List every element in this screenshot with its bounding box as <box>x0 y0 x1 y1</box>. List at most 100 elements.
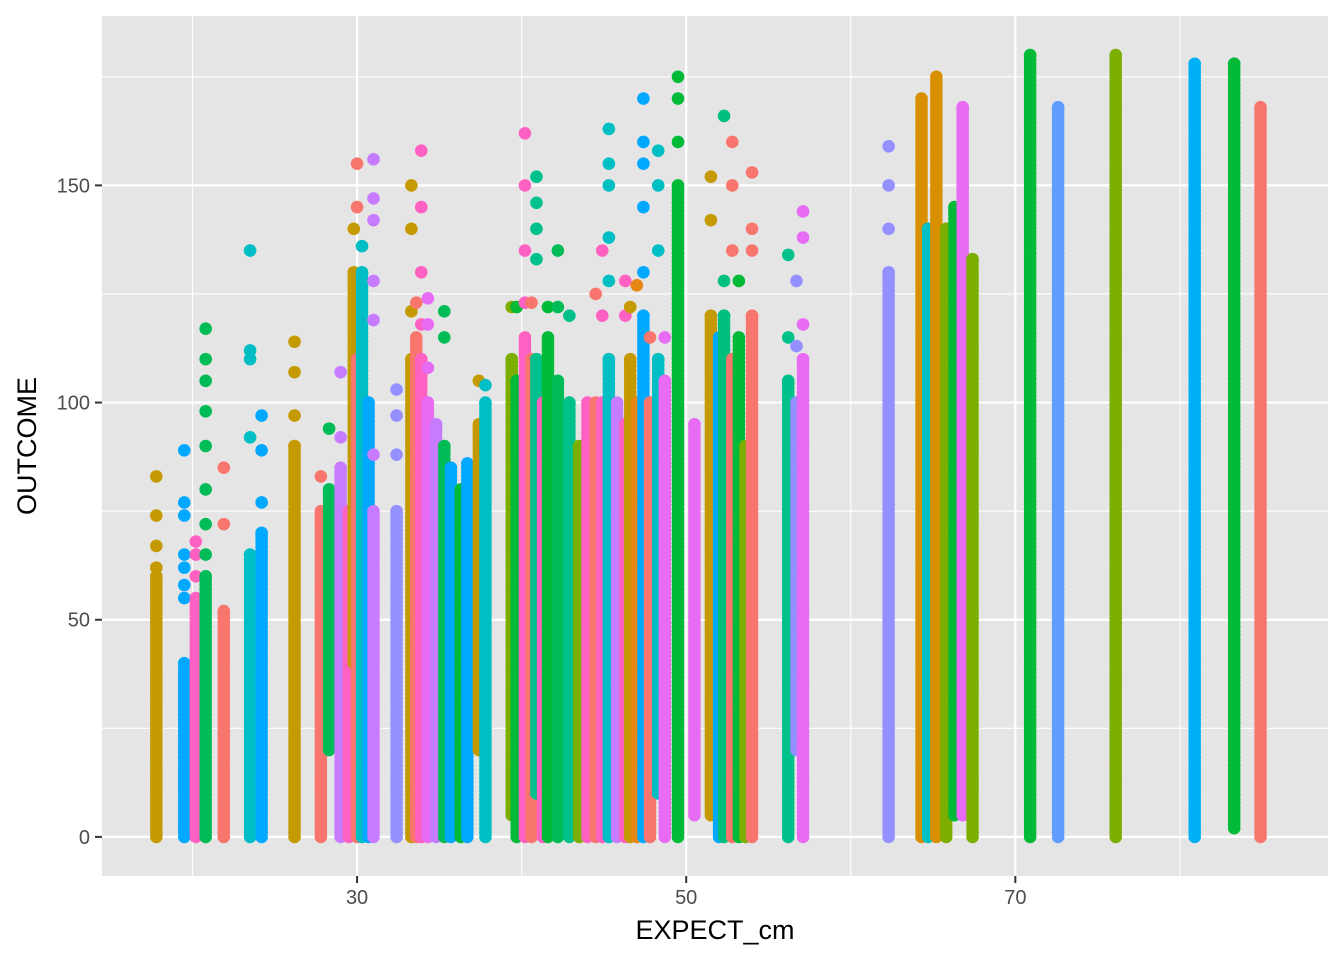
data-point <box>414 352 428 366</box>
data-point <box>505 352 519 366</box>
data-point <box>243 352 257 366</box>
data-point <box>414 265 428 279</box>
data-point <box>199 548 212 561</box>
data-point <box>199 439 212 453</box>
data-point <box>355 265 369 279</box>
data-point <box>651 352 665 366</box>
series-column <box>658 331 672 844</box>
data-point <box>177 656 191 670</box>
data-point <box>217 461 231 475</box>
data-point <box>421 361 435 375</box>
data-point <box>288 409 301 422</box>
data-point <box>414 144 428 157</box>
data-point <box>530 352 543 366</box>
data-point <box>437 305 451 318</box>
data-point <box>602 231 616 244</box>
series-column <box>444 461 458 844</box>
data-point <box>255 526 268 540</box>
data-point <box>479 396 492 409</box>
data-point <box>199 404 212 418</box>
data-point <box>367 448 380 461</box>
data-point <box>367 313 380 327</box>
data-point <box>551 300 565 314</box>
data-point <box>518 331 532 344</box>
data-point <box>199 352 212 366</box>
series-column <box>243 244 257 844</box>
data-point <box>410 296 423 309</box>
data-point <box>444 461 458 475</box>
data-point <box>334 431 347 444</box>
data-point <box>619 274 632 288</box>
data-point <box>651 244 665 257</box>
data-point <box>334 365 347 379</box>
data-point <box>637 200 650 214</box>
data-point <box>551 374 565 388</box>
data-point <box>518 126 532 140</box>
data-point <box>390 409 403 422</box>
series-column <box>367 153 380 844</box>
data-point <box>602 157 616 170</box>
data-point <box>322 422 336 435</box>
data-point <box>643 331 657 344</box>
data-points <box>150 48 1267 844</box>
data-point <box>421 318 435 331</box>
data-point <box>217 604 231 618</box>
data-point <box>177 548 191 561</box>
series-column <box>177 444 191 844</box>
data-point <box>367 504 380 518</box>
data-point <box>530 170 543 184</box>
data-point <box>150 470 163 483</box>
data-point <box>429 417 443 431</box>
data-point <box>595 309 609 322</box>
data-point <box>630 278 644 292</box>
data-point <box>421 292 435 305</box>
series-column <box>390 383 403 844</box>
data-point <box>610 396 624 409</box>
data-point <box>390 448 403 461</box>
series-column <box>461 457 474 844</box>
data-point <box>177 561 191 574</box>
data-point <box>651 144 665 157</box>
series-column <box>217 461 231 844</box>
data-point <box>563 396 576 409</box>
data-point <box>530 252 543 266</box>
data-point <box>189 548 203 561</box>
data-point <box>189 570 203 583</box>
data-point <box>288 335 301 349</box>
data-point <box>243 431 257 444</box>
data-point <box>589 287 602 301</box>
series-column <box>288 335 301 844</box>
data-point <box>199 322 212 336</box>
data-point <box>150 509 163 522</box>
data-point <box>602 179 616 192</box>
data-point <box>150 539 163 553</box>
data-point <box>189 535 203 548</box>
data-point <box>347 222 361 236</box>
data-point <box>367 192 380 205</box>
data-point <box>518 179 532 192</box>
data-point <box>525 296 538 309</box>
data-point <box>243 548 257 561</box>
data-point <box>530 222 543 236</box>
data-point <box>530 196 543 210</box>
data-point <box>437 439 451 453</box>
data-point <box>288 439 301 453</box>
data-point <box>405 179 418 192</box>
series-column <box>322 422 336 757</box>
data-point <box>362 396 375 409</box>
data-point <box>518 244 532 257</box>
data-point <box>563 309 576 322</box>
data-point <box>541 331 555 344</box>
data-point <box>602 352 616 366</box>
data-point <box>255 444 268 457</box>
data-point <box>199 374 212 388</box>
data-point <box>150 561 163 574</box>
series-column <box>199 322 212 844</box>
data-point <box>461 457 474 470</box>
data-point <box>199 517 212 531</box>
data-point <box>602 122 616 136</box>
data-point <box>367 274 380 288</box>
data-point <box>355 239 369 253</box>
data-point <box>255 496 268 509</box>
